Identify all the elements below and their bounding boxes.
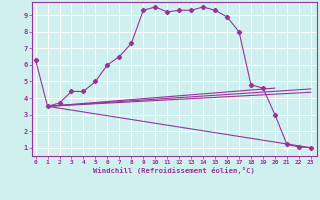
X-axis label: Windchill (Refroidissement éolien,°C): Windchill (Refroidissement éolien,°C) [93, 167, 255, 174]
